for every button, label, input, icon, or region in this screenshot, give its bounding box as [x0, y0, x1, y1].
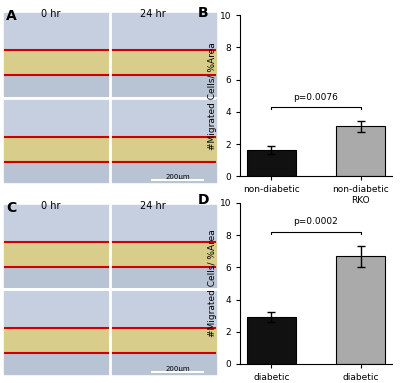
Bar [4, 162, 216, 182]
Text: D: D [198, 193, 209, 207]
Text: non-diabetic
RKO: non-diabetic RKO [0, 115, 2, 167]
Bar [4, 100, 216, 137]
Text: 24 hr: 24 hr [140, 201, 165, 211]
Bar [4, 328, 216, 353]
Bar [247, 151, 296, 176]
Text: 0 hr: 0 hr [41, 201, 60, 211]
Text: 200μm: 200μm [166, 366, 190, 372]
Bar [4, 291, 216, 328]
Text: 0 hr: 0 hr [41, 10, 60, 20]
Y-axis label: #Migrated Cells/ %Area: #Migrated Cells/ %Area [208, 229, 217, 337]
Bar [4, 50, 216, 75]
Text: B: B [198, 6, 208, 20]
Bar [4, 353, 216, 374]
Bar [4, 242, 216, 267]
Bar [4, 75, 216, 96]
Bar [4, 205, 216, 242]
Text: diabetic
RKO: diabetic RKO [0, 316, 2, 349]
Text: p=0.0076: p=0.0076 [294, 93, 338, 102]
Text: A: A [6, 10, 17, 23]
Bar [336, 256, 385, 364]
Y-axis label: #Migrated Cells/ %Area: #Migrated Cells/ %Area [208, 42, 217, 150]
Text: 200μm: 200μm [166, 175, 190, 180]
Bar [4, 137, 216, 162]
Bar [4, 13, 216, 50]
Text: 24 hr: 24 hr [140, 10, 165, 20]
Bar [247, 317, 296, 364]
Text: C: C [6, 201, 16, 215]
Bar [4, 267, 216, 287]
Bar [336, 126, 385, 176]
Text: non-diabetic: non-diabetic [0, 28, 2, 81]
Text: p=0.0002: p=0.0002 [294, 216, 338, 226]
Text: diabetic: diabetic [0, 229, 2, 263]
